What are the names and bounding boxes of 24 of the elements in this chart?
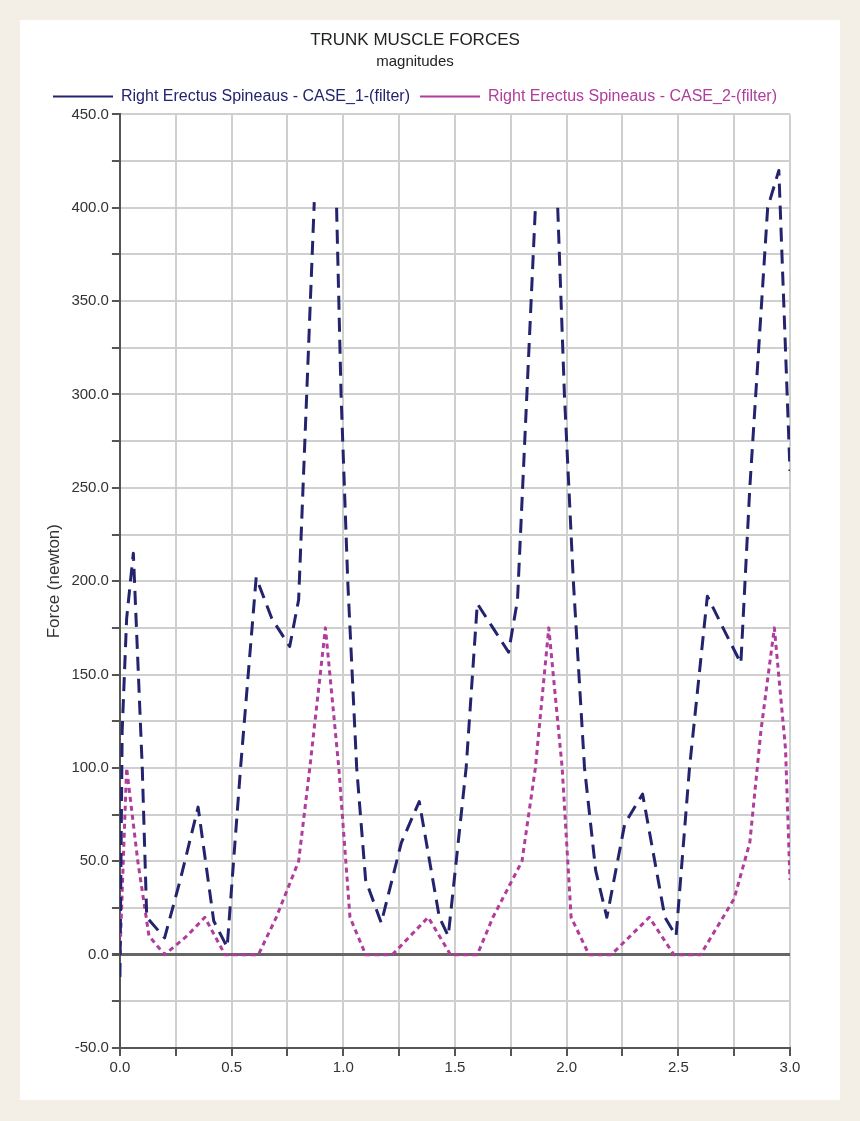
x-tick-label: 1.0 [332,1058,354,1076]
x-tick-label: 1.5 [444,1058,466,1076]
y-tick-label: 150.0 [71,664,109,682]
y-tick-label: 50.0 [79,851,109,869]
y-tick-label: 450.0 [71,104,109,122]
line-series [119,626,790,957]
y-tick-label: 400.0 [71,197,109,215]
x-tick-label: 2.5 [667,1058,689,1076]
y-tick-label: 350.0 [71,291,109,309]
chart-subtitle: magnitudes [376,51,454,69]
x-tick-label: 3.0 [779,1058,801,1076]
y-tick-label: 0.0 [88,944,109,962]
x-tick-label: 2.0 [556,1058,578,1076]
y-axis-title: Force (newton) [43,524,63,639]
y-tick-label: -50.0 [74,1038,109,1056]
y-tick-label: 300.0 [71,384,109,402]
x-tick-label: 0.0 [109,1058,131,1076]
y-tick-label: 100.0 [71,758,109,776]
y-tick-label: 200.0 [71,571,109,589]
chart-title: TRUNK MUSCLE FORCES [310,29,520,49]
y-tick-label: 250.0 [71,477,109,495]
legend-label: Right Erectus Spineaus - CASE_1-(filter) [121,86,410,105]
legend-label: Right Erectus Spineaus - CASE_2-(filter) [488,86,777,105]
x-tick-label: 0.5 [221,1058,243,1076]
